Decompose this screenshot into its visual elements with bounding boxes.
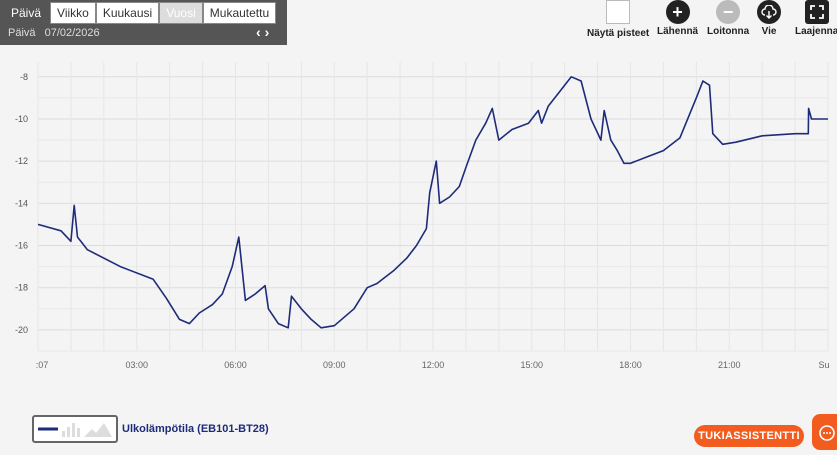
fullscreen-icon: [804, 0, 829, 24]
legend-toggle[interactable]: [32, 415, 118, 443]
x-tick-label: 12:00: [422, 360, 445, 370]
show-points-button[interactable]: Näytä pisteet: [587, 0, 649, 39]
tab-row: Päivä Viikko Kuukausi Vuosi Mukautettu: [2, 2, 277, 24]
x-tick-label: Su: [818, 360, 829, 370]
support-assistant-button[interactable]: TUKIASSISTENTTI: [694, 425, 804, 447]
legend-series-name[interactable]: Ulkolämpötila (EB101-BT28): [122, 423, 269, 435]
minus-icon: −: [716, 0, 741, 24]
expand-button[interactable]: Laajenna: [795, 0, 837, 37]
temperature-chart[interactable]: -8 -10 -12 -14 -16 -18 -20 :07 03:00 06:00 09:00 12…: [0, 52, 837, 382]
date-label: Päivä: [8, 27, 36, 39]
y-tick-label: -12: [15, 156, 28, 166]
x-tick-label: :07: [36, 360, 49, 370]
tab-0[interactable]: Päivä: [2, 2, 51, 24]
y-tick-label: -14: [15, 198, 28, 208]
zoom-in-label: Lähennä: [657, 26, 699, 37]
tab-1[interactable]: Viikko: [50, 2, 96, 24]
zoom-out-button[interactable]: − Loitonna: [707, 0, 749, 37]
date-row: Päivä 07/02/2026: [8, 27, 100, 39]
plus-icon: +: [665, 0, 690, 24]
show-points-label: Näytä pisteet: [587, 28, 650, 39]
legend-swatch-icon: [38, 423, 112, 437]
y-tick-label: -20: [15, 325, 28, 335]
date-value[interactable]: 07/02/2026: [44, 27, 100, 39]
next-arrow-icon[interactable]: ›: [264, 24, 274, 40]
expand-label: Laajenna: [795, 26, 837, 37]
x-tick-label: 18:00: [619, 360, 642, 370]
checkbox-icon[interactable]: [606, 0, 631, 24]
zoom-out-label: Loitonna: [707, 26, 750, 37]
chat-icon[interactable]: [812, 414, 837, 450]
time-range-panel: Päivä Viikko Kuukausi Vuosi Mukautettu Päivä…: [0, 0, 287, 45]
x-tick-label: 06:00: [224, 360, 247, 370]
date-nav: ‹›: [256, 24, 273, 40]
y-tick-label: -10: [15, 114, 28, 124]
y-tick-label: -18: [15, 283, 28, 293]
series-line: [37, 76, 828, 329]
x-tick-label: 03:00: [125, 360, 148, 370]
zoom-in-button[interactable]: + Lähennä: [657, 0, 698, 37]
tab-3[interactable]: Vuosi: [159, 2, 203, 24]
x-tick-label: 09:00: [323, 360, 346, 370]
cloud-download-icon: [757, 0, 781, 24]
prev-arrow-icon[interactable]: ‹: [256, 24, 265, 40]
tab-2[interactable]: Kuukausi: [95, 2, 160, 24]
tab-4[interactable]: Mukautettu: [202, 2, 277, 24]
x-tick-label: 15:00: [520, 360, 543, 370]
y-tick-label: -16: [15, 241, 28, 251]
x-tick-label: 21:00: [718, 360, 741, 370]
export-label: Vie: [761, 26, 777, 37]
y-tick-label: -8: [20, 72, 28, 82]
export-button[interactable]: Vie: [757, 0, 781, 37]
